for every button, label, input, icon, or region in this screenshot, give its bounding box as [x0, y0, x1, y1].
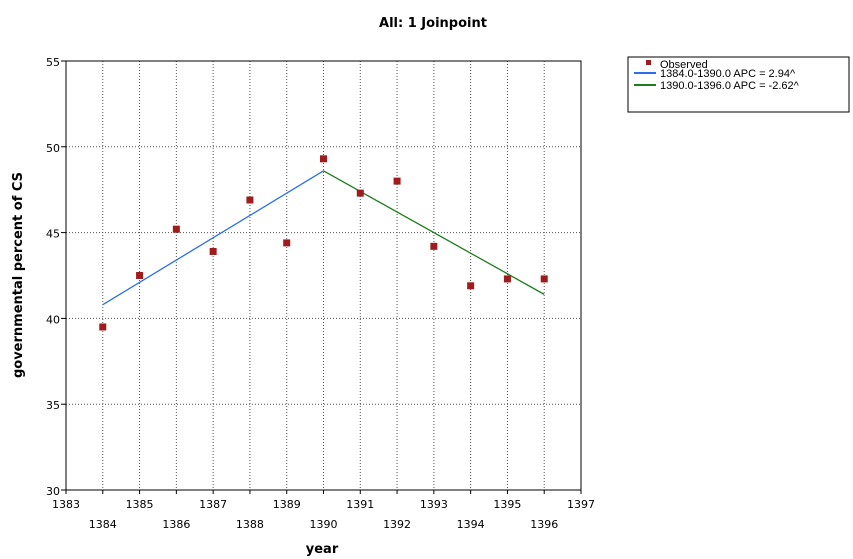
x-tick-label: 1385: [126, 498, 154, 511]
y-tick-label: 45: [46, 228, 60, 241]
chart-title: All: 1 Joinpoint: [379, 16, 487, 31]
y-tick-label: 50: [46, 142, 60, 155]
x-tick-label: 1394: [457, 518, 485, 531]
legend-label-1: 1384.0-1390.0 APC = 2.94^: [660, 68, 796, 80]
observed-point: [356, 189, 364, 197]
y-axis-title: governmental percent of CS: [11, 172, 26, 378]
y-tick-label: 40: [46, 313, 60, 326]
trend-line-segment-2: [323, 170, 545, 295]
x-tick-label: 1390: [310, 518, 338, 531]
x-axis-ticks: 1383 1385 1387 1389 1391 1393 1395 1397 1384 1386…: [52, 490, 595, 531]
observed-point: [99, 323, 107, 331]
x-tick-label: 1384: [89, 518, 117, 531]
observed-point: [283, 239, 291, 247]
legend-observed-label: Observed: [660, 59, 708, 71]
x-tick-label: 1387: [199, 498, 227, 511]
x-tick-label: 1388: [236, 518, 264, 531]
observed-point: [246, 196, 254, 204]
y-tick-label: 35: [46, 399, 60, 412]
x-tick-label: 1389: [273, 498, 301, 511]
y-axis-ticks: 30 35 40 45 50 55: [46, 56, 66, 498]
observed-point: [430, 242, 438, 250]
observed-point: [172, 225, 180, 233]
legend-observed-marker: [646, 60, 651, 65]
observed-point: [503, 275, 511, 283]
x-tick-label: 1393: [420, 498, 448, 511]
observed-point: [209, 247, 217, 255]
observed-point: [136, 272, 144, 279]
observed-point: [393, 177, 401, 185]
observed-point: [467, 282, 475, 290]
x-tick-label: 1392: [383, 518, 411, 531]
y-tick-label: 55: [46, 56, 60, 69]
x-tick-label: 1396: [530, 518, 558, 531]
grid: [66, 61, 581, 490]
x-tick-label: 1386: [162, 518, 190, 531]
legend-box: [627, 56, 850, 113]
x-axis-title: year: [306, 542, 339, 557]
x-tick-label: 1383: [52, 498, 80, 511]
y-tick-label: 30: [46, 485, 60, 498]
observed-point: [320, 155, 327, 163]
trend-line-segment-1: [102, 170, 324, 306]
x-tick-label: 1395: [493, 498, 521, 511]
observed-points: [99, 155, 548, 331]
legend-label-2: 1390.0-1396.0 APC = -2.62^: [660, 80, 800, 92]
x-tick-label: 1391: [346, 498, 374, 511]
x-tick-label: 1397: [567, 498, 595, 511]
plot-area: [65, 60, 582, 491]
observed-point: [540, 275, 548, 283]
